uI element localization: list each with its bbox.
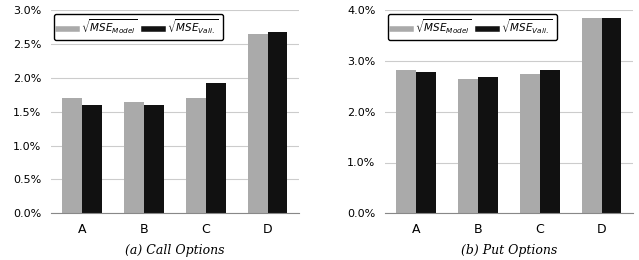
Bar xyxy=(458,79,478,213)
Legend: $\sqrt{MSE_{Model}}$, $\sqrt{MSE_{Vali.}}$: $\sqrt{MSE_{Model}}$, $\sqrt{MSE_{Vali.}… xyxy=(389,14,557,40)
Bar xyxy=(82,105,102,213)
Bar xyxy=(416,72,436,213)
Bar xyxy=(601,18,621,213)
Bar xyxy=(582,18,601,213)
Legend: $\sqrt{MSE_{Model}}$, $\sqrt{MSE_{Vali.}}$: $\sqrt{MSE_{Model}}$, $\sqrt{MSE_{Vali.}… xyxy=(54,14,223,40)
Bar xyxy=(186,98,206,213)
Bar xyxy=(478,77,498,213)
Bar xyxy=(540,70,560,213)
X-axis label: (a) Call Options: (a) Call Options xyxy=(125,244,224,257)
Bar xyxy=(63,98,82,213)
Bar xyxy=(144,105,164,213)
Bar xyxy=(268,32,288,213)
Bar xyxy=(248,34,268,213)
Bar xyxy=(520,74,540,213)
Bar xyxy=(206,83,226,213)
X-axis label: (b) Put Options: (b) Put Options xyxy=(461,244,557,257)
Bar xyxy=(124,102,144,213)
Bar xyxy=(396,70,416,213)
